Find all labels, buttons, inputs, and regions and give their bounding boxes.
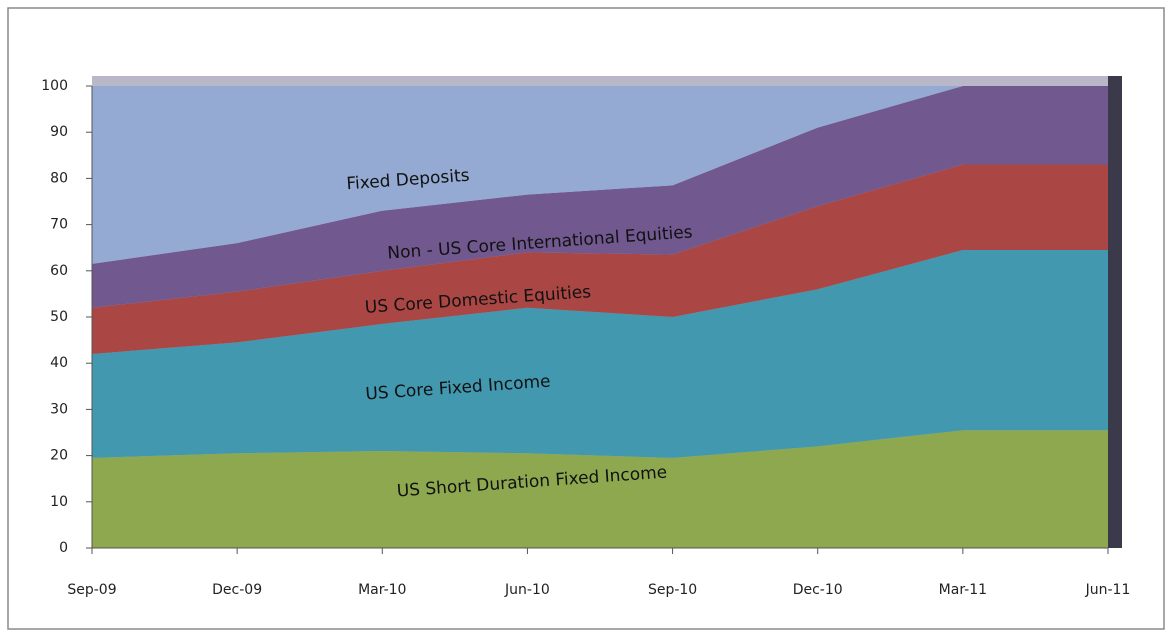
x-tick-label: Jun-11 — [1085, 582, 1131, 598]
area — [92, 250, 1108, 458]
x-tick-label: Sep-09 — [67, 582, 116, 598]
area — [92, 86, 1108, 308]
side-wall — [1108, 76, 1122, 548]
area — [92, 86, 1108, 264]
y-tick-label: 80 — [50, 170, 68, 186]
x-tick-label: Sep-10 — [648, 582, 697, 598]
area — [92, 430, 1108, 548]
area — [92, 164, 1108, 354]
x-tick-label: Mar-10 — [358, 582, 406, 598]
y-tick-label: 60 — [50, 263, 68, 279]
y-tick-label: 90 — [50, 124, 68, 140]
y-tick-label: 50 — [50, 309, 68, 325]
y-tick-label: 30 — [50, 401, 68, 417]
y-tick-label: 20 — [50, 448, 68, 464]
y-tick-label: 70 — [50, 217, 68, 233]
y-tick-label: 10 — [50, 494, 68, 510]
x-tick-label: Dec-10 — [793, 582, 843, 598]
x-tick-label: Jun-10 — [504, 582, 550, 598]
x-tick-label: Dec-09 — [212, 582, 262, 598]
y-tick-label: 0 — [59, 540, 68, 556]
y-tick-label: 100 — [41, 78, 68, 94]
x-tick-label: Mar-11 — [939, 582, 987, 598]
y-tick-label: 40 — [50, 355, 68, 371]
